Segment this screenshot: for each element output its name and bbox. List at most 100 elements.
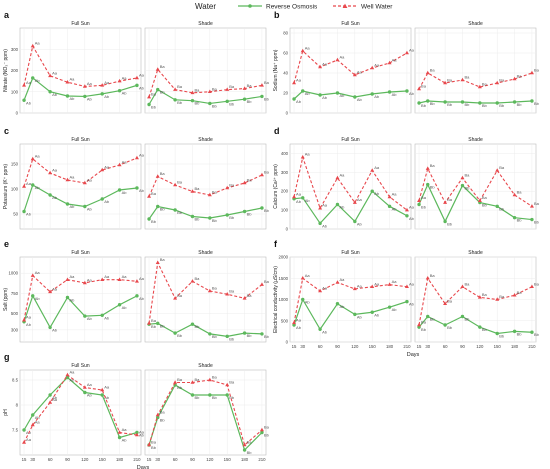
data-label: Ab [322,95,328,100]
data-point-reverse-osmosis [117,88,122,93]
data-point-reverse-osmosis [426,99,430,103]
data-label: Ab [139,296,145,301]
data-label: Ba [482,195,488,200]
data-point-well-water [190,90,195,95]
data-label: Ba [499,165,505,170]
y-axis-title-c: Potassium (K⁺ ppm) [3,164,9,209]
facet-strip-shade: Shade [468,21,483,27]
data-label: Aa [104,165,110,170]
x-tick-label: 180 [386,344,394,349]
data-label: Bb [264,208,270,213]
data-point-well-water [300,48,305,53]
data-label: Ab [339,93,345,98]
data-label: Ab [87,316,93,321]
data-point-reverse-osmosis [370,310,374,314]
data-point-reverse-osmosis [318,221,322,226]
data-point-well-water [117,430,122,434]
series-line-reverse-osmosis [293,190,408,225]
data-point-well-water [352,200,357,204]
data-label: Bb [464,317,470,322]
data-point-well-water [300,276,305,280]
y-axis-title-f: Electrical conductivity (µS/cm) [273,266,279,333]
x-axis-title-g: Days [137,465,150,469]
data-label: Ab [339,204,345,209]
data-point-well-water [529,204,534,208]
data-label: Ab [87,207,93,212]
data-label: Ba [177,84,183,89]
y-tick-label: 0 [286,340,289,345]
y-tick-label: 50 [13,212,18,217]
data-label: Aa [26,181,32,186]
data-point-well-water [48,170,53,175]
panel-d: d Calcium (Ca²⁺ ppm) Full Sun 0 100 200 300 400… [273,126,540,232]
data-label: Ba [421,84,427,89]
data-point-reverse-osmosis [22,209,26,214]
data-label: Ba [264,279,270,284]
data-label: Ab [104,395,110,400]
y-tick-label: 7.5 [12,428,19,433]
data-label: Ab [104,199,110,204]
data-point-reverse-osmosis [370,92,374,96]
data-point-well-water [512,192,517,197]
x-tick-label: 180 [511,344,519,349]
data-label: Ab [122,305,128,310]
facet-strip-full-sun: Full Sun [71,363,90,369]
y-tick-label: 500 [11,311,19,316]
data-label: Aa [305,273,311,278]
panel-f: f Electrical conductivity (µS/cm) Full Sun… [273,239,540,358]
data-label: Ba [247,178,253,183]
data-label: Ab [322,329,328,334]
facet-panel-full-sun [289,27,412,114]
data-label: Ab [26,322,32,327]
data-label: Ab [392,307,398,312]
data-point-reverse-osmosis [242,209,247,214]
data-point-well-water [425,276,430,280]
data-point-reverse-osmosis [301,297,305,302]
data-label: Ab [374,191,380,196]
y-axis-title-d: Calcium (Ca²⁺ ppm) [273,164,279,209]
x-tick-label: 90 [460,344,465,349]
data-label: Bb [534,101,540,106]
data-label: Ab [374,312,380,317]
data-point-well-water [65,177,70,182]
data-point-well-water [134,279,139,283]
data-point-well-water [300,155,305,159]
data-label: Aa [409,48,415,53]
data-label: Aa [87,81,93,86]
data-label: Aa [357,197,363,202]
data-point-well-water [259,282,264,286]
data-point-well-water [134,432,139,437]
x-tick-label: 210 [403,344,411,349]
data-label: Bb [517,218,523,223]
data-point-well-water [207,192,212,197]
series-line-reverse-osmosis [23,376,138,439]
data-label: Bb [212,334,218,339]
data-label: Ab [357,97,363,102]
data-point-reverse-osmosis [100,92,104,96]
data-point-well-water [30,156,35,161]
data-point-reverse-osmosis [48,325,52,330]
x-tick-label: 15 [292,344,297,349]
data-label: Bb [482,327,488,332]
facet-strip-full-sun: Full Sun [71,250,90,256]
data-point-reverse-osmosis [31,413,35,417]
data-label: Ab [122,190,128,195]
y-tick-label: 150 [11,162,19,167]
data-point-well-water [225,87,230,91]
y-tick-label: 8 [16,403,19,408]
y-axis-title-e: Salt (ppm) [3,288,9,311]
data-label: Ba [464,75,470,80]
legend-title: Water [195,2,216,11]
data-label: Bb [499,103,505,108]
data-point-well-water [100,387,105,392]
data-point-well-water [82,280,87,285]
series-line-well-water [148,379,263,446]
data-label: Aa [52,397,58,402]
data-point-reverse-osmosis [260,94,264,99]
data-label: Ab [69,96,75,101]
data-label: Aa [139,430,145,435]
data-point-well-water [155,67,160,71]
data-label: Bb [482,103,488,108]
y-tick-label: 300 [11,327,19,332]
data-label: Bb [194,324,200,329]
